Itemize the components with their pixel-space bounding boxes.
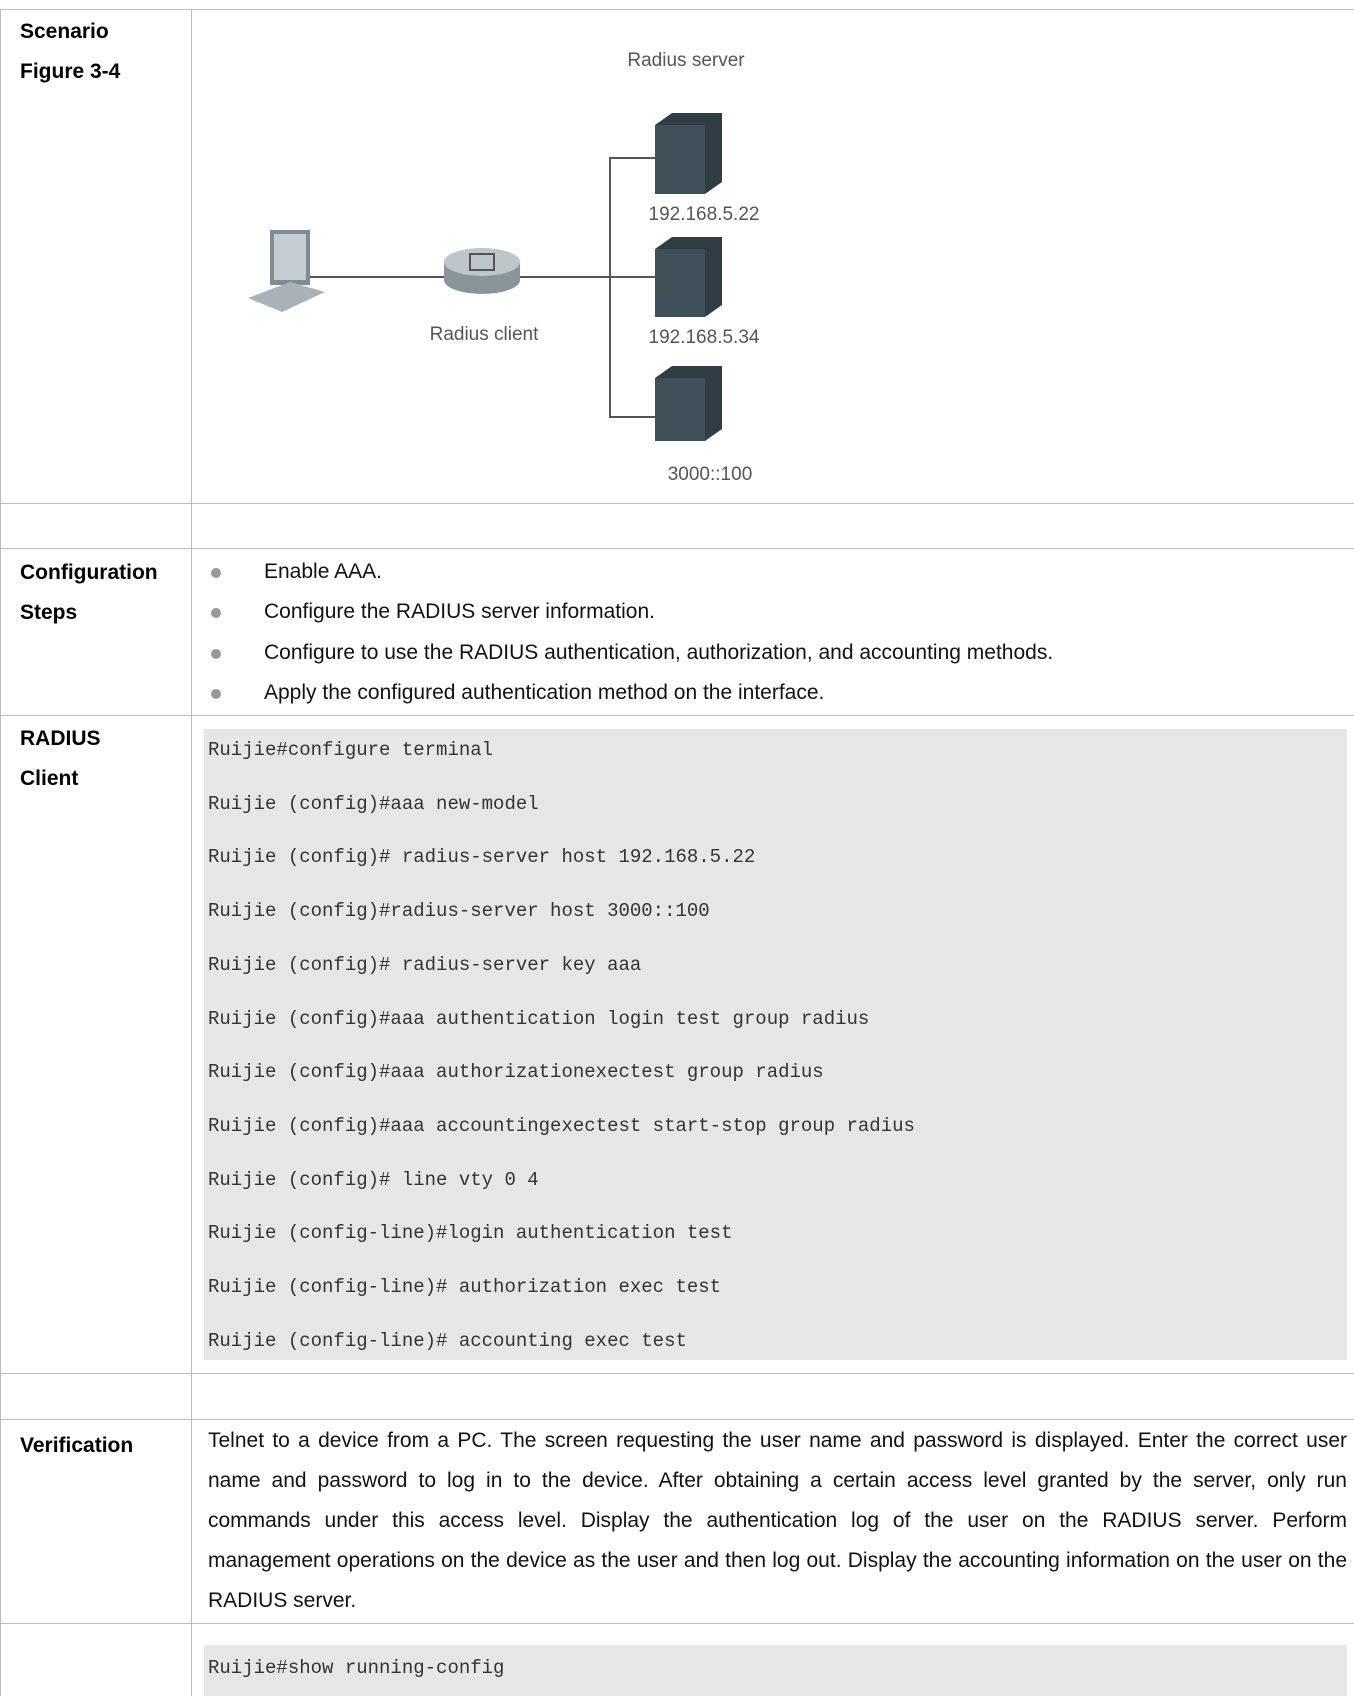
switch-icon bbox=[444, 248, 520, 294]
row-label: Verification bbox=[20, 1434, 134, 1457]
row-label: Client bbox=[20, 767, 79, 790]
row-label: Configuration bbox=[20, 561, 158, 584]
row-label: Steps bbox=[20, 601, 78, 624]
diagram-label: Radius client bbox=[430, 324, 539, 345]
code-line: Ruijie (config)#aaa new-model bbox=[208, 792, 539, 815]
server-label: 192.168.5.34 bbox=[649, 327, 760, 348]
bullet bbox=[211, 648, 221, 659]
rule bbox=[0, 9, 1, 1696]
rule bbox=[0, 503, 1354, 504]
links bbox=[310, 157, 655, 418]
code-line: Ruijie (config)# radius-server key aaa bbox=[208, 953, 642, 976]
code-line: Ruijie (config)#radius-server host 3000:… bbox=[208, 900, 710, 923]
rule bbox=[0, 548, 1354, 549]
step-item: Configure to use the RADIUS authenticati… bbox=[264, 640, 1054, 664]
bullet bbox=[211, 568, 221, 578]
row-label: Scenario bbox=[20, 20, 109, 43]
server-label: 192.168.5.22 bbox=[649, 204, 760, 225]
step-item: Configure the RADIUS server information. bbox=[264, 600, 655, 624]
code-line: Ruijie (config)# line vty 0 4 bbox=[208, 1168, 539, 1191]
code-line: Ruijie#configure terminal bbox=[208, 739, 494, 761]
row-label: Figure 3-4 bbox=[20, 60, 121, 83]
row-label: RADIUS bbox=[20, 727, 101, 750]
code-line: Ruijie (config)# radius-server host 192.… bbox=[208, 846, 756, 869]
code-line: Ruijie (config-line)# authorization exec… bbox=[208, 1276, 722, 1298]
rule bbox=[0, 1419, 1354, 1420]
server-icons bbox=[655, 113, 722, 441]
bullet bbox=[211, 608, 221, 619]
rule bbox=[0, 9, 1354, 10]
server-label: 3000::100 bbox=[668, 464, 753, 485]
laptop-icon bbox=[248, 230, 325, 312]
code-line: Ruijie (config)#aaa accountingexectest s… bbox=[208, 1114, 915, 1137]
code-line: Ruijie (config)#aaa authorizationexectes… bbox=[208, 1061, 824, 1084]
network-diagram: Radius server Radius client 192.168.5.22 bbox=[248, 50, 760, 485]
rule bbox=[0, 715, 1354, 716]
code-line: Ruijie (config-line)#login authenticatio… bbox=[208, 1222, 733, 1245]
code-line: Ruijie#show running-config bbox=[208, 1657, 505, 1679]
rule bbox=[191, 9, 192, 1696]
code-block: Ruijie#configure terminal Ruijie (config)… bbox=[204, 729, 1347, 1360]
step-item: Enable AAA. bbox=[264, 560, 382, 583]
code-block: Ruijie#show running-config bbox=[204, 1645, 1347, 1696]
rule bbox=[0, 1623, 1354, 1624]
step-item: Apply the configured authentication meth… bbox=[264, 680, 825, 704]
code-line: Ruijie (config)#aaa authentication login… bbox=[208, 1007, 870, 1030]
paragraph: Telnet to a device from a PC. The screen… bbox=[208, 1429, 1347, 1612]
bullet bbox=[211, 688, 221, 699]
code-line: Ruijie (config-line)# accounting exec te… bbox=[208, 1329, 687, 1352]
diagram-label: Radius server bbox=[627, 50, 745, 71]
rule bbox=[0, 1373, 1354, 1374]
